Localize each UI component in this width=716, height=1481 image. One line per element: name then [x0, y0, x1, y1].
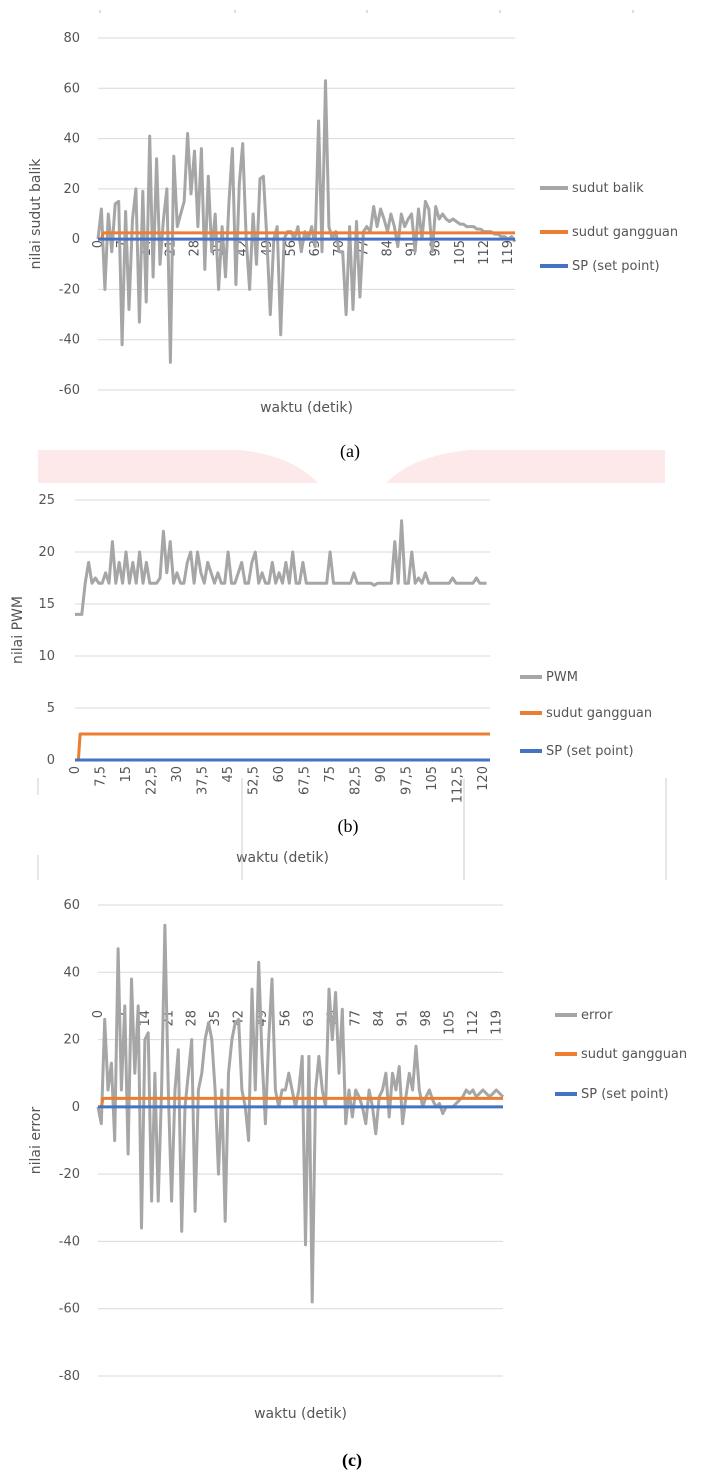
x-tick-label: 63 — [302, 1010, 317, 1027]
x-tick-label: 75 — [323, 766, 338, 783]
y-tick-label: -20 — [59, 282, 80, 297]
caption-c: (c) — [342, 1450, 362, 1471]
legend-label: sudut gangguan — [546, 706, 652, 721]
y-axis-title: nilai PWM — [10, 596, 26, 664]
caption-b-separators — [37, 778, 667, 880]
band-left — [38, 450, 318, 483]
y-tick-label: 0 — [47, 753, 55, 768]
x-tick-label: 98 — [419, 1010, 434, 1027]
legend-label: sudut balik — [572, 181, 644, 196]
x-tick-label: 112 — [477, 240, 492, 265]
x-tick-label: 0 — [91, 1010, 106, 1018]
x-tick-label: 112 — [466, 1010, 481, 1035]
x-tick-label: 21 — [161, 1010, 176, 1027]
x-tick-label: 119 — [489, 1010, 504, 1035]
y-tick-label: -60 — [59, 383, 80, 398]
x-axis-title: waktu (detik) — [236, 850, 329, 866]
y-tick-label: 20 — [63, 182, 80, 197]
x-tick-label: 105 — [425, 766, 440, 791]
x-tick-label: 84 — [380, 240, 395, 257]
x-axis-title: waktu (detik) — [260, 400, 353, 416]
y-tick-label: 5 — [47, 701, 55, 716]
y-axis-title: nilai sudut balik — [28, 158, 44, 270]
y-tick-label: 15 — [38, 597, 55, 612]
caption-b: (b) — [338, 816, 359, 837]
x-tick-label: 77 — [349, 1010, 364, 1027]
x-tick-label: 91 — [405, 240, 420, 257]
x-tick-label: 7 — [115, 240, 130, 248]
y-tick-label: 25 — [38, 493, 55, 508]
x-tick-label: 91 — [396, 1010, 411, 1027]
x-tick-label: 22,5 — [145, 766, 160, 795]
y-tick-label: 80 — [63, 31, 80, 46]
legend-label: sudut gangguan — [572, 225, 678, 240]
x-tick-label: 0 — [68, 766, 83, 774]
legend-label: SP (set point) — [581, 1087, 669, 1102]
legend-label: error — [581, 1008, 613, 1023]
x-tick-label: 105 — [453, 240, 468, 265]
y-tick-label: 60 — [63, 81, 80, 96]
x-tick-label: 97,5 — [400, 766, 415, 795]
x-tick-label: 105 — [442, 1010, 457, 1035]
decorative-band — [38, 450, 665, 483]
x-tick-label: 35 — [208, 1010, 223, 1027]
y-tick-label: -20 — [59, 1167, 80, 1182]
caption-a: (a) — [340, 441, 360, 462]
x-tick-label: 60 — [272, 766, 287, 783]
x-tick-label: 45 — [221, 766, 236, 783]
x-tick-label: 120 — [476, 766, 491, 791]
x-tick-label: 63 — [308, 240, 323, 257]
x-tick-label: 90 — [374, 766, 389, 783]
x-axis-title: waktu (detik) — [254, 1406, 347, 1422]
y-tick-label: 10 — [38, 649, 55, 664]
y-tick-label: 60 — [63, 898, 80, 913]
x-tick-label: 28 — [185, 1010, 200, 1027]
series-line-pwm — [75, 519, 487, 616]
x-tick-label: 52,5 — [247, 766, 262, 795]
x-tick-label: 84 — [372, 1010, 387, 1027]
x-tick-label: 14 — [138, 1010, 153, 1027]
series-line-error — [96, 923, 505, 1304]
band-right — [386, 450, 665, 483]
y-tick-label: -80 — [59, 1369, 80, 1384]
legend-label: SP (set point) — [546, 744, 634, 759]
y-tick-label: 40 — [63, 965, 80, 980]
legend-label: PWM — [546, 670, 578, 685]
y-tick-label: 40 — [63, 132, 80, 147]
x-tick-label: 28 — [187, 240, 202, 257]
y-tick-label: 20 — [63, 1033, 80, 1048]
y-tick-label: -60 — [59, 1302, 80, 1317]
y-tick-label: -40 — [59, 1234, 80, 1249]
legend-label: sudut gangguan — [581, 1047, 687, 1062]
x-tick-label: 30 — [170, 766, 185, 783]
x-tick-label: 56 — [284, 240, 299, 257]
x-tick-label: 7,5 — [94, 766, 109, 787]
y-axis-title: nilai error — [28, 1107, 44, 1175]
series-line-sudut-balik — [96, 79, 517, 364]
x-tick-label: 82,5 — [349, 766, 364, 795]
x-tick-label: 15 — [119, 766, 134, 783]
x-tick-label: 112,5 — [451, 766, 466, 803]
x-tick-label: 56 — [278, 1010, 293, 1027]
chart-b: 0 5 10 15 20 25 0 7,5 15 22,5 30 37,5 45 52,5 60 67,5 75… — [10, 493, 652, 866]
y-tick-label: 0 — [72, 232, 80, 247]
legend-label: SP (set point) — [572, 259, 660, 274]
x-tick-label: 67,5 — [298, 766, 313, 795]
y-tick-label: 20 — [38, 545, 55, 560]
x-tick-label: 37,5 — [196, 766, 211, 795]
x-tick-label: 119 — [501, 240, 516, 265]
top-stray-marks — [99, 10, 634, 13]
y-tick-label: 0 — [72, 1100, 80, 1115]
x-tick-label: 0 — [91, 240, 106, 248]
x-tick-label: 7 — [114, 1010, 129, 1018]
y-tick-label: -40 — [59, 333, 80, 348]
series-line-sudut-gangguan — [75, 732, 490, 762]
